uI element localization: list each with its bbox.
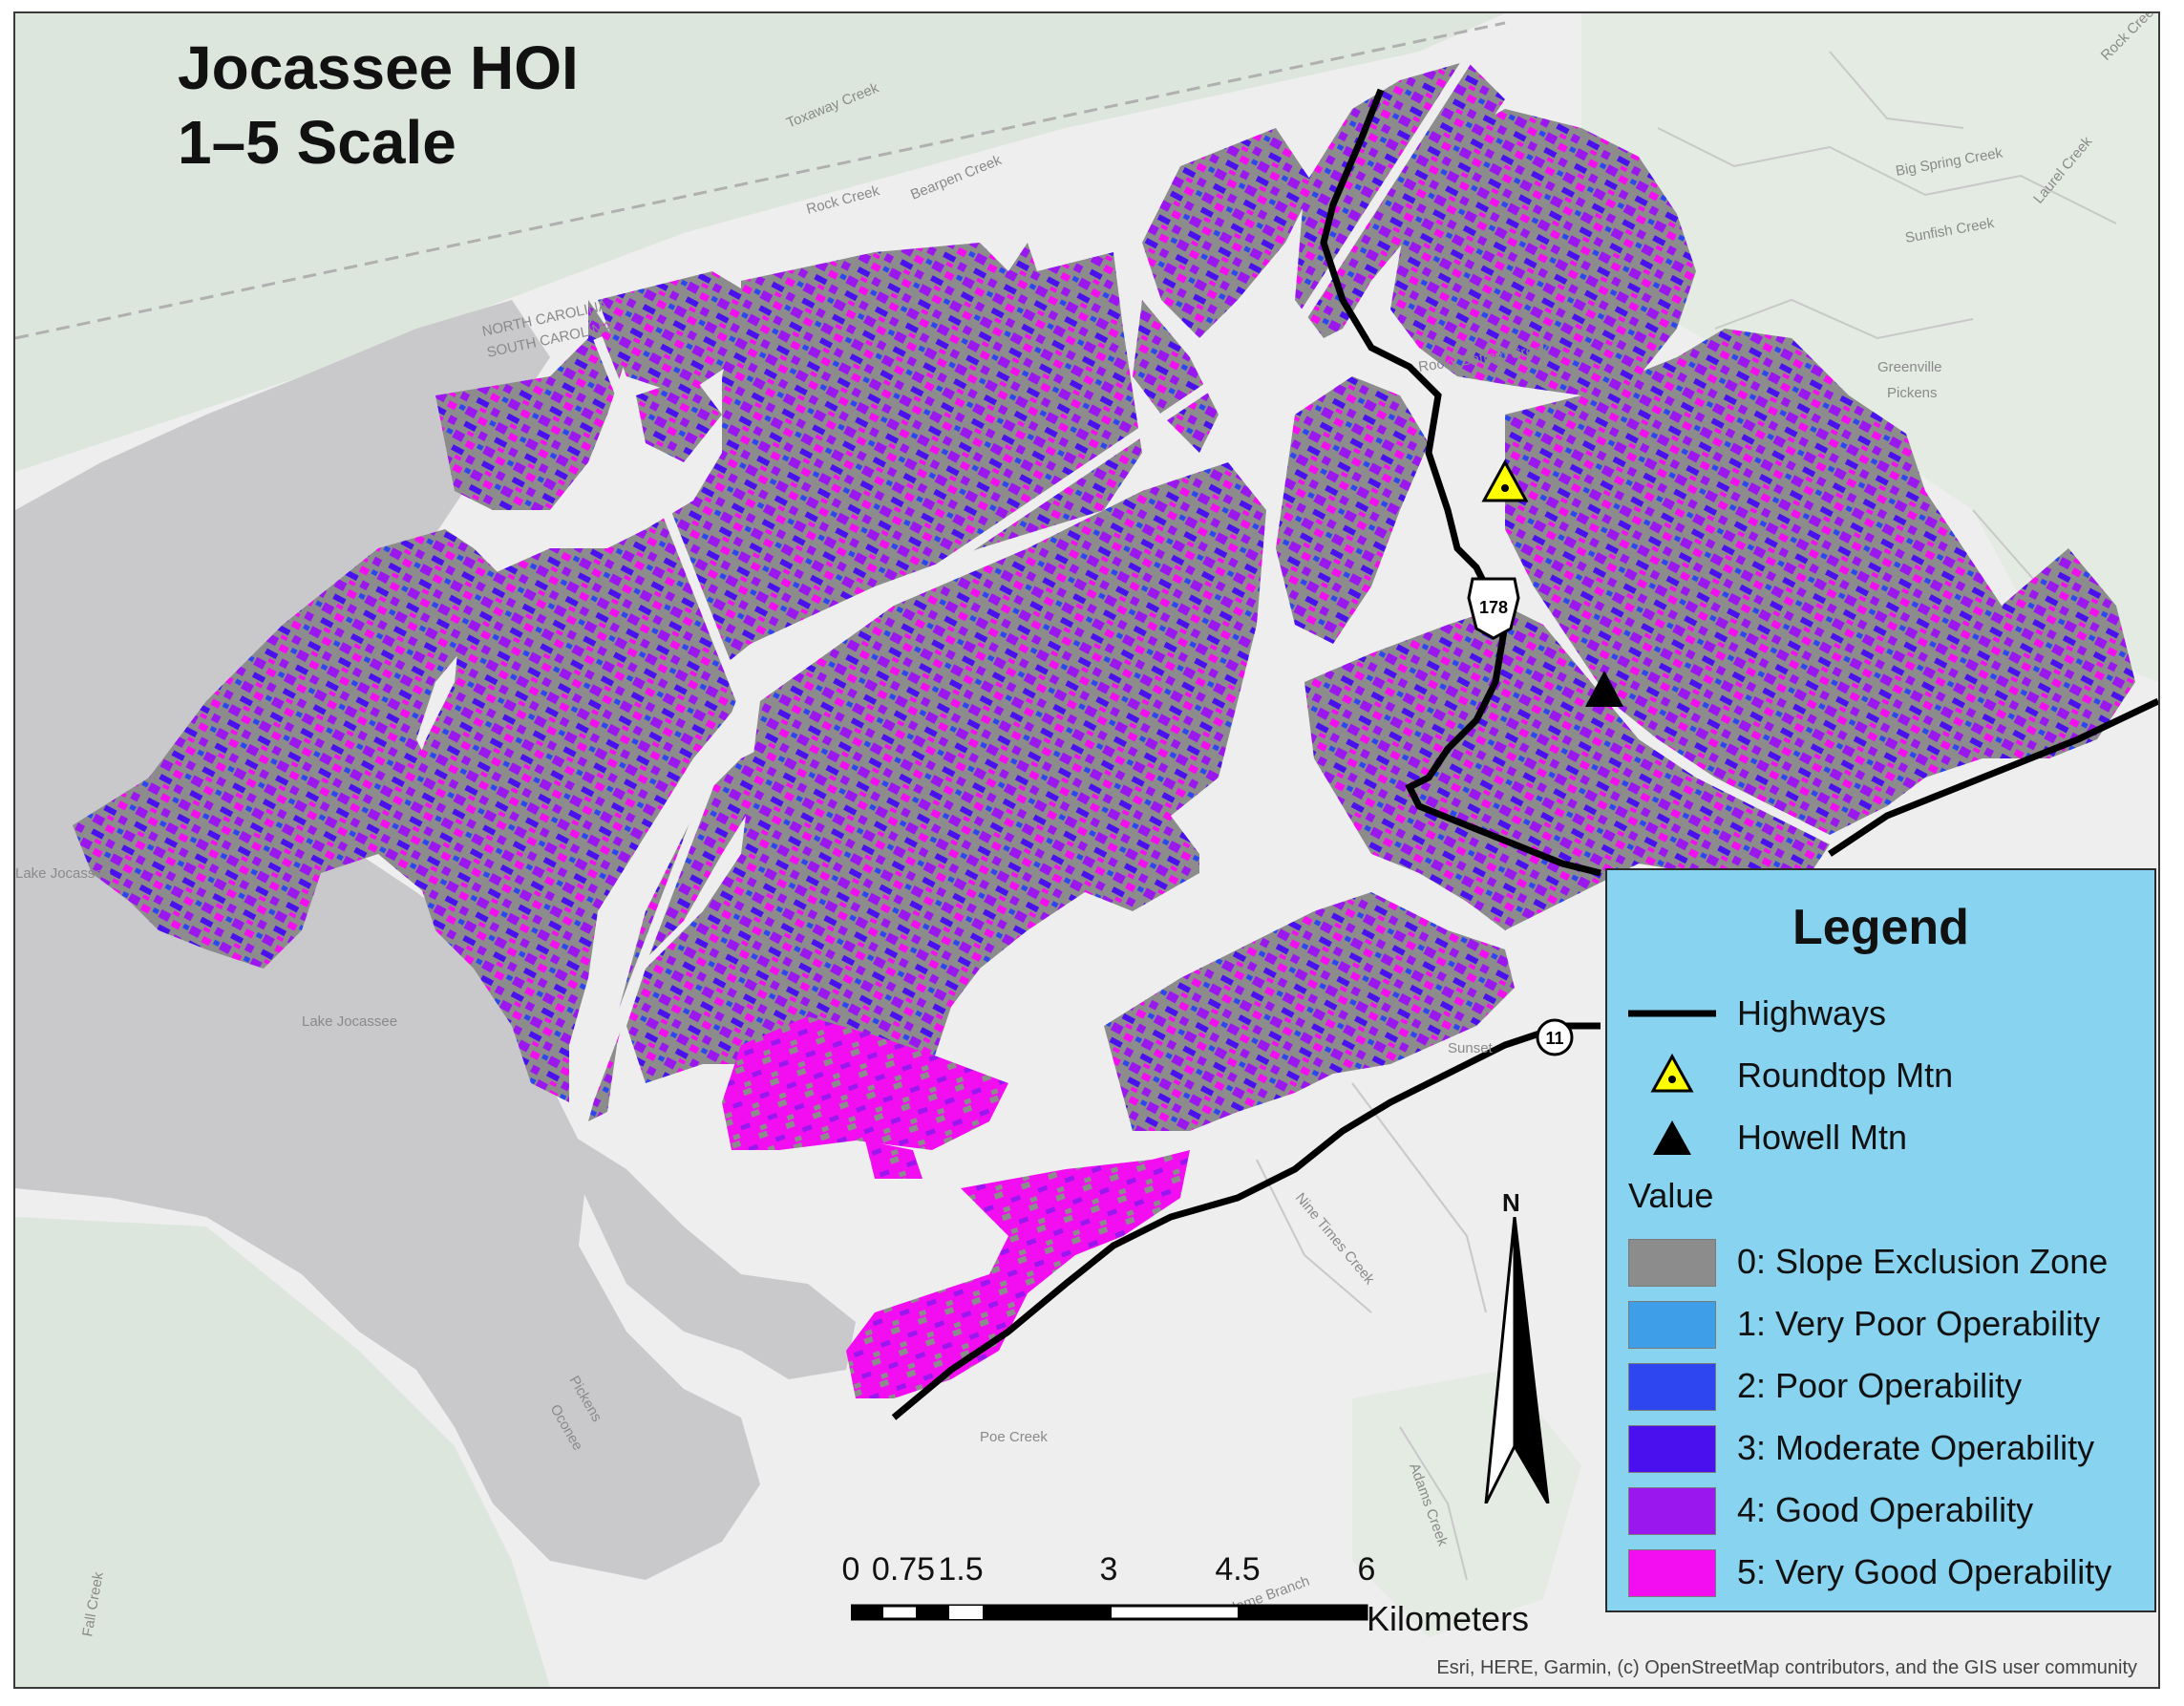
scale-tick-6: 6 (1357, 1551, 1376, 1588)
map-title-line2: 1–5 Scale (178, 108, 456, 177)
tract-central-south (588, 739, 779, 1121)
legend-swatch-2 (1628, 1363, 1716, 1411)
legend-class-5: 5: Very Good Operability (1607, 1544, 2154, 1601)
legend-class-label-1: 1: Very Poor Operability (1737, 1304, 2101, 1343)
legend-class-label-5: 5: Very Good Operability (1737, 1552, 2112, 1591)
scale-tick-075: 0.75 (871, 1551, 936, 1588)
legend-class-label-2: 2: Poor Operability (1737, 1366, 2023, 1405)
tract-main (626, 462, 1266, 1121)
legend-item-howell: Howell Mtn (1607, 1109, 2154, 1166)
legend-class-0: 0: Slope Exclusion Zone (1607, 1233, 2154, 1290)
legend-class-label-3: 3: Moderate Operability (1737, 1428, 2095, 1467)
howell-mtn-marker[interactable] (1585, 671, 1623, 707)
tract-east-big (1505, 329, 2135, 835)
scale-tick-45: 4.5 (1215, 1551, 1261, 1588)
legend-item-roundtop: Roundtop Mtn (1607, 1047, 2154, 1104)
map-canvas[interactable]: 178 11 NORTH CAROLINA SOUTH CAROLINA Tox… (15, 13, 2158, 1687)
tract-south-pink (722, 1016, 1008, 1150)
tract-upper-a (598, 271, 760, 395)
legend-label-highways: Highways (1737, 993, 1887, 1033)
tract-south-far (846, 1150, 1190, 1398)
legend-label-howell: Howell Mtn (1737, 1118, 1908, 1157)
north-arrow: N (1472, 1188, 1558, 1503)
tract-south-mid (1104, 892, 1515, 1131)
label-greenville: Greenville (1877, 359, 1942, 375)
roundtop-mtn-marker[interactable] (1481, 458, 1529, 502)
highway-east[interactable] (1828, 697, 2158, 857)
nc-green-area-east (1581, 13, 2158, 682)
shield-11: 11 (1536, 1018, 1574, 1056)
legend-title: Legend (1792, 900, 1969, 955)
map-title: Jocassee HOI 1–5 Scale (178, 31, 579, 180)
label-sunset: Sunset (1448, 1040, 1494, 1056)
highway-11[interactable] (891, 1022, 1601, 1420)
green-patch-south (15, 1217, 550, 1687)
scale-bar-graphic (851, 1604, 1368, 1621)
tract-northeast-b (1133, 300, 1219, 453)
corridor-line (583, 58, 1472, 1104)
yellow-triangle-dot-icon (1650, 1053, 1694, 1093)
scale-unit: Kilometers (1367, 1599, 1530, 1638)
tract-upper-b (636, 376, 722, 462)
tract-northeast-a (1142, 128, 1314, 338)
legend-swatch-0 (1628, 1239, 1716, 1287)
label-lake-2: Lake Jocassee (302, 1013, 397, 1030)
label-pickens-1: Pickens (1887, 385, 1938, 401)
black-triangle-icon (1653, 1120, 1691, 1155)
legend-class-2: 2: Poor Operability (1607, 1357, 2154, 1415)
shield-11-label: 11 (1545, 1029, 1563, 1048)
legend-swatch-4 (1628, 1487, 1716, 1535)
legend-item-highways: Highways (1607, 985, 2154, 1042)
hoi-raster (73, 61, 2135, 1398)
legend-swatch-5 (1628, 1549, 1716, 1597)
label-poe: Poe Creek (980, 1429, 1048, 1445)
north-arrow-label: N (1502, 1188, 1520, 1217)
tract-ridge-east (1390, 109, 1696, 395)
map-frame[interactable]: 178 11 NORTH CAROLINA SOUTH CAROLINA Tox… (13, 11, 2160, 1689)
legend-class-3: 3: Moderate Operability (1607, 1419, 2154, 1477)
legend-swatch-3 (1628, 1425, 1716, 1473)
legend-class-4: 4: Good Operability (1607, 1482, 2154, 1539)
lake-jocassee (15, 300, 760, 1580)
scale-bar: 0 0.75 1.5 3 4.5 6 Kilometers (827, 1551, 1530, 1638)
scale-tick-15: 1.5 (938, 1551, 984, 1588)
legend-class-1: 1: Very Poor Operability (1607, 1295, 2154, 1353)
tract-ridge-north (1295, 61, 1505, 338)
tract-central-west (397, 548, 741, 1102)
scale-tick-0: 0 (841, 1551, 860, 1588)
shield-178: 178 (1467, 577, 1520, 640)
legend-swatch-1 (1628, 1301, 1716, 1349)
legend: Legend Highways Roundtop Mtn Howell Mtn … (1605, 868, 2156, 1612)
state-line (15, 21, 1506, 340)
scale-tick-3: 3 (1099, 1551, 1118, 1588)
tract-south-small (865, 1141, 922, 1179)
tract-east-mid (1276, 376, 1429, 644)
tract-northwest (435, 300, 626, 510)
tract-southeast (1304, 606, 1830, 930)
label-lake-1: Lake Jocassee (15, 865, 111, 882)
legend-label-roundtop: Roundtop Mtn (1737, 1056, 1954, 1095)
legend-class-label-0: 0: Slope Exclusion Zone (1737, 1242, 2109, 1281)
north-arrow-icon (1484, 1217, 1550, 1503)
legend-value-heading: Value (1628, 1176, 1714, 1215)
highway-line-icon (1628, 1010, 1716, 1017)
attribution: Esri, HERE, Garmin, (c) OpenStreetMap co… (1436, 1657, 2137, 1678)
lake-arm (550, 1121, 856, 1379)
highway-178[interactable] (1320, 88, 1601, 877)
map-title-line1: Jocassee HOI (178, 33, 579, 102)
nc-green-area (15, 13, 1505, 472)
shield-178-label: 178 (1479, 598, 1508, 617)
legend-class-label-4: 4: Good Operability (1737, 1490, 2034, 1529)
tract-southwest-small (607, 529, 674, 596)
tract-central-north (646, 243, 1142, 682)
